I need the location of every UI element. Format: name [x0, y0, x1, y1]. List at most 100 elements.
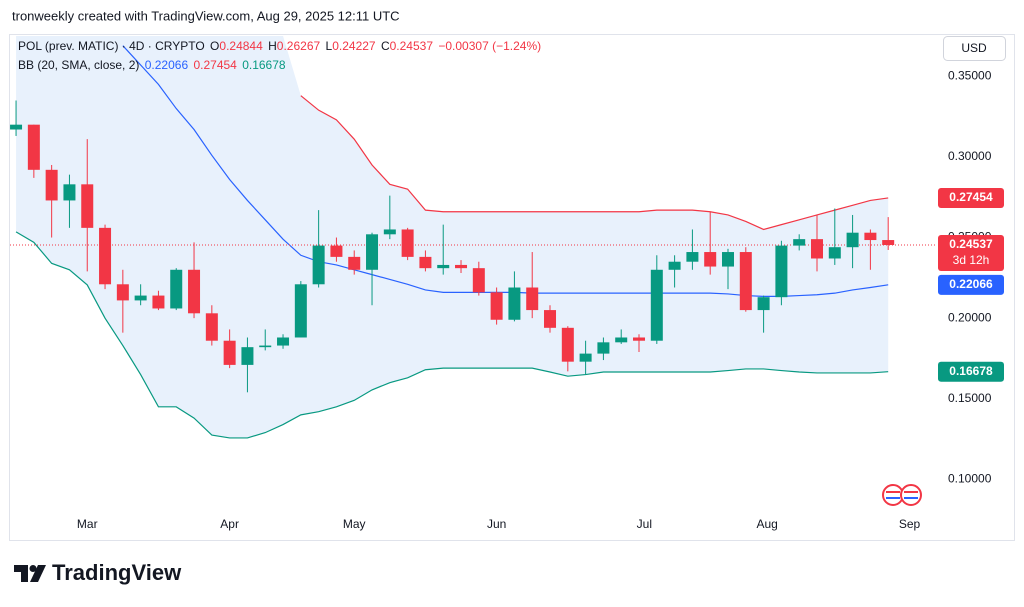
- candle-body: [472, 268, 485, 293]
- candle-body: [668, 261, 681, 270]
- candle-body: [277, 337, 290, 346]
- logo-shape: [30, 565, 46, 582]
- last-price-tag: [938, 234, 1004, 271]
- y-tick-label: 0.10000: [948, 472, 992, 486]
- legend-indicator: BB (20, SMA, close, 2) 0.22066 0.27454 0…: [18, 58, 286, 72]
- candle-body: [775, 245, 788, 298]
- plot-area: [10, 36, 935, 439]
- ohlc-label: L: [326, 39, 333, 53]
- currency-button[interactable]: [943, 36, 1006, 61]
- currency-label[interactable]: USD: [961, 41, 987, 55]
- flag-stripe: [904, 497, 918, 499]
- candle-body: [99, 227, 112, 285]
- y-tick-label: 0.20000: [948, 310, 992, 324]
- bb-lower-value: 0.16678: [242, 58, 286, 72]
- candle-body: [757, 297, 770, 311]
- candle-body: [63, 184, 76, 201]
- candle-body: [383, 229, 396, 235]
- bb-basis-tag: [938, 274, 1004, 295]
- attribution: tronweekly created with TradingView.com,…: [12, 8, 400, 23]
- candle-body: [205, 313, 218, 341]
- brand-logo: [14, 565, 46, 582]
- candle-body: [259, 345, 272, 348]
- ohlc-value: 0.24537: [390, 39, 434, 53]
- candle-body: [81, 184, 94, 228]
- bb-lower-label: 0.16678: [949, 364, 993, 378]
- indicator-name: BB (20, SMA, close, 2): [18, 58, 139, 72]
- candle-body: [793, 239, 806, 246]
- change-value: −0.00307 (−1.24%): [438, 39, 541, 53]
- candle-body: [828, 247, 841, 259]
- bb-line: [300, 95, 889, 231]
- bb-basis-value: 0.22066: [145, 58, 189, 72]
- candle-body: [330, 245, 343, 257]
- x-tick-label: Jul: [637, 517, 652, 531]
- ohlc-label: H: [268, 39, 277, 53]
- candle-body: [508, 287, 521, 320]
- brand-name: TradingView: [52, 560, 182, 585]
- candle-body: [134, 295, 147, 301]
- y-tick-label: 0.35000: [948, 68, 992, 82]
- x-tick-label: Aug: [756, 517, 777, 531]
- x-tick-label: Apr: [220, 517, 239, 531]
- candle-body: [170, 269, 183, 309]
- candle-body: [597, 342, 610, 354]
- ohlc-label: C: [381, 39, 390, 53]
- ohlc-value: 0.26267: [277, 39, 321, 53]
- candle-body: [348, 256, 361, 270]
- candle-body: [650, 269, 663, 341]
- bb-upper-value: 0.27454: [193, 58, 237, 72]
- candle-body: [739, 252, 752, 311]
- candle-body: [366, 234, 379, 270]
- y-tick-label: 0.30000: [948, 149, 992, 163]
- symbol-title: POL (prev. MATIC) · 4D · CRYPTO: [18, 39, 205, 53]
- chart-frame: [9, 34, 1015, 541]
- candle-body: [45, 169, 58, 201]
- last-price-label: 0.24537: [949, 237, 993, 251]
- y-tick-label: 0.15000: [948, 391, 992, 405]
- candle-body: [722, 252, 735, 267]
- logo-shape: [14, 565, 28, 582]
- candle-body: [419, 256, 432, 269]
- candle-body: [152, 295, 165, 309]
- candle-body: [704, 252, 717, 267]
- logo-dot: [29, 565, 37, 572]
- bb-lower-tag: [938, 361, 1004, 382]
- ohlc-label: O: [210, 39, 219, 53]
- candle-body: [615, 337, 628, 343]
- ohlc-value: 0.24227: [332, 39, 376, 53]
- candle-body: [312, 245, 325, 285]
- candle-body: [633, 337, 646, 341]
- candle-body: [223, 340, 236, 365]
- bb-line: [122, 45, 889, 297]
- flag-stripe: [886, 497, 900, 499]
- candle-body: [810, 239, 823, 259]
- candle-body: [116, 284, 129, 301]
- flag-icon: [900, 484, 922, 506]
- candle-body: [188, 269, 201, 314]
- candle-body: [401, 229, 414, 257]
- candle-body: [864, 232, 877, 241]
- candle-body: [686, 252, 699, 262]
- bb-basis-label: 0.22066: [949, 277, 993, 291]
- x-tick-label: Sep: [899, 517, 921, 531]
- bb-line: [15, 231, 889, 439]
- candle-body: [526, 287, 539, 311]
- candle-body: [579, 353, 592, 362]
- candle-body: [241, 347, 254, 365]
- candle-body: [294, 284, 307, 338]
- countdown-label: 3d 12h: [953, 253, 990, 267]
- candle-body: [490, 292, 503, 320]
- legend-symbol: POL (prev. MATIC) · 4D · CRYPTO O0.24844…: [18, 39, 541, 53]
- candle-body: [455, 264, 468, 269]
- bb-fill: [16, 36, 889, 438]
- x-tick-label: Mar: [77, 517, 98, 531]
- bb-upper-label: 0.27454: [949, 190, 993, 204]
- flag-stripe: [886, 491, 900, 493]
- candle-body: [544, 310, 557, 328]
- candle-body: [846, 232, 859, 248]
- x-tick-label: Jun: [487, 517, 506, 531]
- x-tick-label: May: [343, 517, 366, 531]
